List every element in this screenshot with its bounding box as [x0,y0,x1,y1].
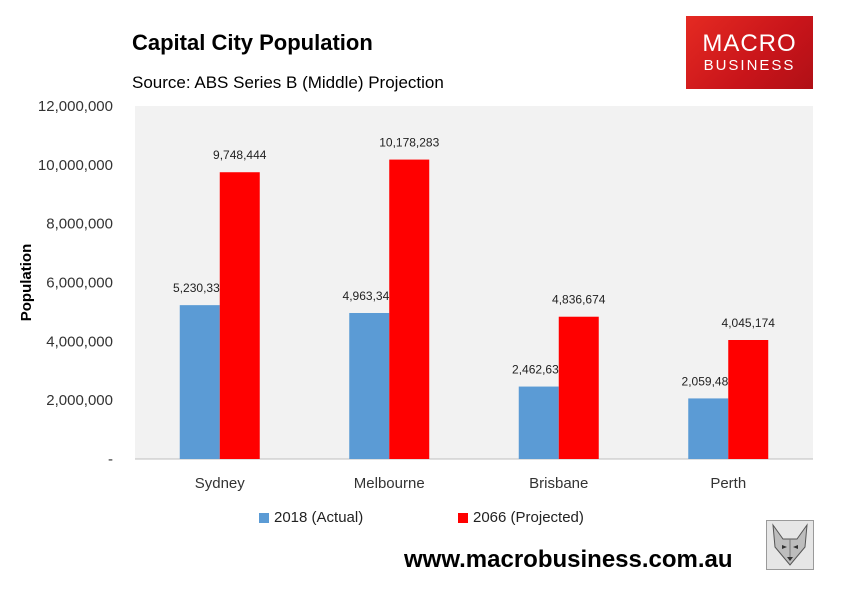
y-tick-label: 12,000,000 [38,98,113,115]
legend-item-2018: 2018 (Actual) [259,509,363,526]
bar-2066-perth [728,340,769,459]
bar-2066-brisbane [558,316,599,459]
y-tick-label: 4,000,000 [46,333,113,350]
bar-2018-sydney [179,305,220,459]
website-url: www.macrobusiness.com.au [404,546,733,573]
y-axis-title: Population [18,244,35,322]
x-tick-label: Sydney [195,475,246,492]
legend-label-2066: 2066 (Projected) [473,509,584,526]
data-label-2066-brisbane: 4,836,674 [552,293,606,307]
data-label-2066-perth: 4,045,174 [722,316,776,330]
legend-item-2066: 2066 (Projected) [458,509,584,526]
bar-2066-melbourne [389,159,430,459]
bar-2066-sydney [219,172,260,459]
y-tick-label: 8,000,000 [46,216,113,233]
bar-2018-perth [688,398,729,459]
data-label-2066-melbourne: 10,178,283 [379,136,439,150]
wolf-logo-image [766,520,814,570]
data-label-2066-sydney: 9,748,444 [213,148,267,162]
chart-subtitle: Source: ABS Series B (Middle) Projection [132,73,444,92]
y-tick-label: 10,000,000 [38,157,113,174]
data-label-2018-perth: 2,059,484 [682,374,736,388]
chart-title: Capital City Population [132,30,373,55]
x-tick-label: Melbourne [354,475,425,492]
logo-line-2: BUSINESS [703,56,796,74]
y-tick-label: 2,000,000 [46,392,113,409]
y-tick-label: 6,000,000 [46,275,113,292]
legend-swatch-2018 [259,512,269,523]
bar-2018-melbourne [349,312,390,459]
data-label-2018-sydney: 5,230,330 [173,281,227,295]
bar-2018-brisbane [518,386,559,459]
legend-label-2018: 2018 (Actual) [274,509,364,526]
y-tick-label: - [108,451,113,468]
x-tick-label: Brisbane [529,475,588,492]
data-label-2018-melbourne: 4,963,349 [343,289,397,303]
data-label-2018-brisbane: 2,462,637 [512,363,566,377]
legend-swatch-2066 [458,512,468,523]
macro-business-logo: MACRO BUSINESS [686,16,813,89]
x-tick-label: Perth [710,475,746,492]
logo-line-1: MACRO [702,29,797,57]
